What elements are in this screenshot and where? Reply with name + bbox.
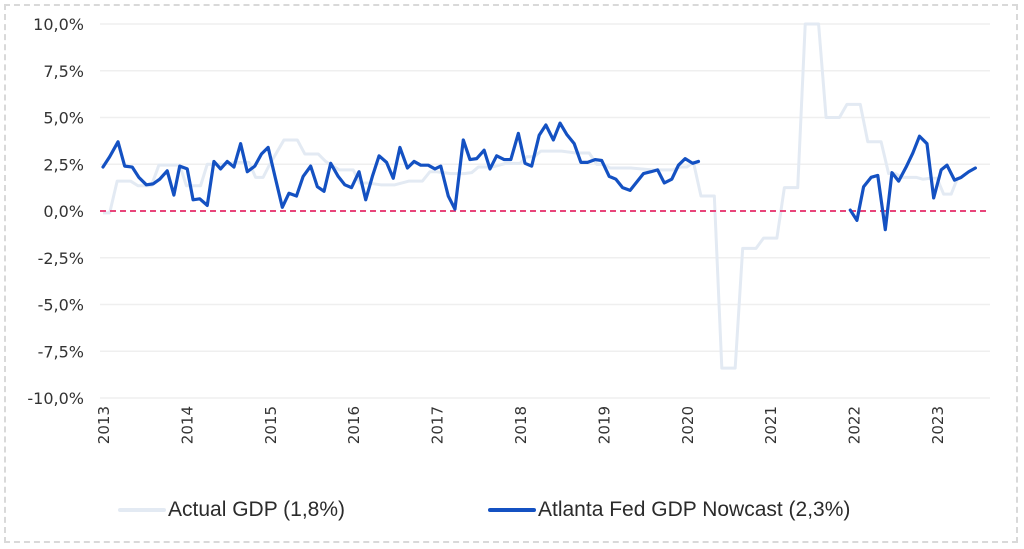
legend-item-actual-gdp[interactable]: Actual GDP (1,8%): [118, 498, 345, 522]
y-tick-label: 7,5%: [43, 62, 84, 81]
series-layer: [103, 22, 960, 370]
series-line-nowcast-segment-1: [101, 121, 701, 211]
y-tick-label: -10,0%: [27, 389, 84, 408]
x-tick-label: 2015: [262, 406, 280, 444]
y-tick-label: 10,0%: [33, 15, 84, 34]
legend: Actual GDP (1,8%) Atlanta Fed GDP Nowcas…: [0, 498, 1024, 532]
y-tick-label: -2,5%: [38, 249, 84, 268]
x-tick-label: 2021: [762, 406, 780, 444]
x-axis-ticks: 2013 2014 2015 2016 2017 2018 2019 2020 2021 2022…: [95, 406, 947, 444]
nowcast-layer: [101, 121, 977, 232]
x-tick-label: 2020: [679, 406, 697, 444]
x-tick-label: 2016: [345, 406, 363, 444]
x-tick-label: 2013: [95, 406, 113, 444]
series-line-actual-gdp: [103, 22, 960, 370]
legend-item-nowcast[interactable]: Atlanta Fed GDP Nowcast (2,3%): [488, 498, 850, 522]
y-tick-label: -5,0%: [38, 296, 84, 315]
legend-label-actual-gdp: Actual GDP (1,8%): [168, 498, 346, 521]
legend-swatch-nowcast: [488, 508, 536, 512]
y-axis-ticks: 10,0% 7,5% 5,0% 2,5% 0,0% -2,5% -5,0% -7,5% -10,…: [27, 15, 84, 408]
legend-label-nowcast: Atlanta Fed GDP Nowcast (2,3%): [538, 498, 851, 521]
x-tick-label: 2022: [846, 406, 864, 444]
legend-swatch-actual-gdp: [118, 508, 166, 512]
x-tick-label: 2019: [595, 406, 613, 444]
y-tick-label: -7,5%: [38, 342, 84, 361]
y-tick-label: 2,5%: [43, 155, 84, 174]
y-tick-label: 0,0%: [43, 202, 84, 221]
x-tick-label: 2023: [929, 406, 947, 444]
x-tick-label: 2017: [429, 406, 447, 444]
y-tick-label: 5,0%: [43, 109, 84, 128]
chart-frame: [4, 4, 1018, 543]
series-line-nowcast-segment-2: [848, 134, 977, 232]
x-tick-label: 2014: [178, 406, 196, 444]
x-tick-label: 2018: [512, 406, 530, 444]
